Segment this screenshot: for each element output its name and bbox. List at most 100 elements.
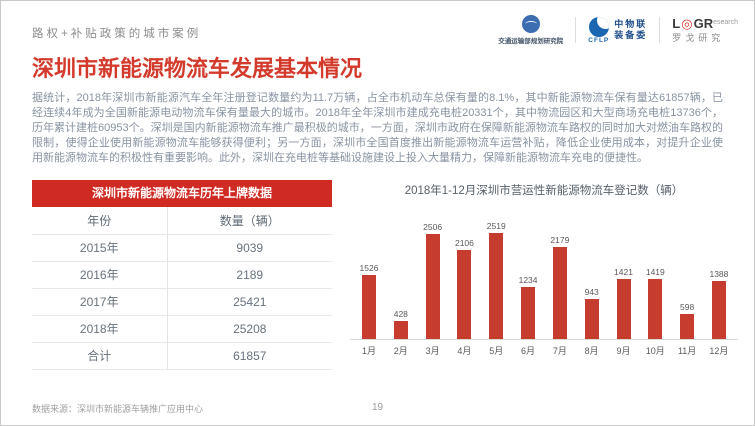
- logo-group: 交通运输部规划研究院 CFLP 中物联 装备委 L ◎ GR: [498, 15, 738, 45]
- x-axis-label: 2月: [393, 346, 408, 356]
- x-axis-label: 5月: [489, 346, 504, 356]
- globe-emblem-icon: [521, 15, 540, 33]
- count-cell: 9039: [167, 234, 332, 262]
- year-cell: 2015年: [32, 234, 168, 262]
- bar: [362, 275, 376, 339]
- bar-value-label: 943: [584, 287, 599, 297]
- target-icon: ◎: [681, 15, 693, 31]
- x-axis-label: 10月: [645, 346, 665, 356]
- breadcrumb: 路权+补贴政策的城市案例: [32, 28, 202, 40]
- table-body: 2015年 9039 2016年 2189 2017年 25421 2018年 25208 合计…: [32, 234, 332, 370]
- bar: [425, 234, 440, 339]
- bar-value-label: 1234: [518, 275, 538, 285]
- bar-group: 2506: [420, 222, 446, 339]
- bar-group: 2519: [483, 221, 509, 339]
- bar-value-label: 2106: [454, 238, 474, 248]
- table-row: 2018年 25208: [32, 315, 332, 343]
- x-axis-label: 1月: [361, 346, 376, 356]
- slide-header: 路权+补贴政策的城市案例 交通运输部规划研究院 CFLP 中物联 装备委: [1, 1, 754, 45]
- bar-value-label: 2179: [550, 235, 570, 245]
- count-cell: 25208: [167, 315, 332, 343]
- column-header-year: 年份: [32, 207, 168, 235]
- bar: [648, 279, 663, 339]
- table-row: 2017年 25421: [32, 288, 332, 316]
- logo-divider: [575, 17, 577, 43]
- bar-value-label: 1421: [614, 267, 633, 277]
- x-axis-label: 3月: [425, 346, 440, 356]
- cflp-line1: 中物联: [614, 18, 648, 29]
- brand-suffix: esearch: [713, 19, 738, 27]
- cflp-logo: CFLP 中物联 装备委: [588, 16, 647, 44]
- table-title: 深圳市新能源物流车历年上牌数据: [32, 180, 332, 207]
- logresearch-name: 罗戈研究: [672, 33, 725, 44]
- bar-group: 1419: [642, 267, 668, 339]
- cflp-abbr: CFLP: [588, 36, 610, 44]
- crescent-icon: [588, 16, 609, 37]
- table-header-row: 年份 数量（辆）: [32, 207, 332, 235]
- bar-group: 2106: [451, 238, 477, 339]
- x-axis-label: 4月: [457, 346, 472, 356]
- bar: [393, 321, 408, 339]
- brand-letter-l: L: [672, 15, 681, 31]
- slide-footer: 数据来源：深圳市新能源车辆推广应用中心 19: [1, 401, 754, 415]
- year-cell: 2017年: [32, 288, 168, 316]
- x-axis-label: 11月: [677, 346, 697, 356]
- registration-table: 年份 数量（辆） 2015年 9039 2016年 2189 2017年 25421 201…: [32, 207, 332, 370]
- x-axis-label: 8月: [584, 346, 599, 356]
- page-title: 深圳市新能源物流车发展基本情况: [32, 56, 363, 81]
- cflp-line2: 装备委: [614, 30, 648, 40]
- bar: [457, 250, 472, 339]
- x-axis-labels: 1月 2月 3月 4月 5月 6月 7月 8月 9月 10月 11月 12月: [350, 344, 738, 357]
- bar-value-label: 598: [680, 302, 695, 312]
- x-axis-label: 12月: [709, 346, 729, 356]
- bar: [584, 299, 599, 339]
- bar-group: 1234: [515, 275, 541, 339]
- logresearch-logo: L ◎ GR esearch 罗戈研究: [672, 16, 738, 44]
- bar: [680, 314, 695, 339]
- cflp-text: 中物联 装备委: [614, 19, 647, 42]
- bar: [489, 233, 504, 339]
- count-cell: 61857: [167, 342, 332, 370]
- year-cell: 2016年: [32, 261, 168, 289]
- x-axis-label: 9月: [616, 346, 631, 356]
- data-source-note: 数据来源：深圳市新能源车辆推广应用中心: [32, 404, 204, 414]
- x-axis-label: 7月: [552, 346, 567, 356]
- bar-value-label: 1419: [645, 267, 665, 277]
- column-header-count: 数量（辆）: [167, 207, 332, 235]
- logo-divider: [659, 17, 661, 43]
- bar-value-label: 1526: [359, 263, 379, 273]
- bar: [552, 247, 567, 339]
- year-cell: 2018年: [32, 315, 168, 343]
- page-number: 19: [371, 402, 384, 413]
- bar-group: 1421: [611, 267, 637, 339]
- bar-group: 2179: [547, 235, 573, 339]
- bar: [521, 287, 536, 339]
- bar-group: 1388: [706, 269, 732, 339]
- table-row: 2015年 9039: [32, 234, 332, 262]
- bar: [616, 279, 631, 339]
- transport-institute-name: 交通运输部规划研究院: [498, 38, 564, 45]
- table-row: 2016年 2189: [32, 261, 332, 289]
- bar-group: 1526: [356, 263, 382, 339]
- bar-group: 943: [579, 287, 605, 339]
- bar-value-label: 1388: [709, 269, 729, 279]
- year-cell: 合计: [32, 342, 168, 370]
- bar: [711, 281, 726, 339]
- bar-value-label: 2519: [486, 221, 506, 231]
- bar-chart-panel: 2018年1-12月深圳市营运性新能源物流车登记数（辆） 1526 428 2506…: [350, 180, 738, 370]
- bar-group: 598: [674, 302, 700, 339]
- registration-table-panel: 深圳市新能源物流车历年上牌数据 年份 数量（辆） 2015年 9039 2016年 2…: [32, 180, 332, 370]
- bar-group: 428: [388, 309, 414, 339]
- cflp-emblem: CFLP: [588, 16, 610, 44]
- bar-value-label: 2506: [423, 222, 443, 232]
- content-row: 深圳市新能源物流车历年上牌数据 年份 数量（辆） 2015年 9039 2016年 2…: [1, 166, 754, 370]
- table-row: 合计 61857: [32, 342, 332, 370]
- count-cell: 25421: [167, 288, 332, 316]
- bar-value-label: 428: [393, 309, 408, 319]
- count-cell: 2189: [167, 261, 332, 289]
- bar-chart-plot: 1526 428 2506 2106 2519 1234 2179 943 1421 1419 59…: [350, 221, 738, 340]
- body-paragraph: 据统计，2018年深圳市新能源汽车全年注册登记数量约为11.7万辆，占全市机动车…: [32, 92, 723, 164]
- x-axis-label: 6月: [521, 346, 536, 356]
- chart-title: 2018年1-12月深圳市营运性新能源物流车登记数（辆）: [404, 185, 684, 197]
